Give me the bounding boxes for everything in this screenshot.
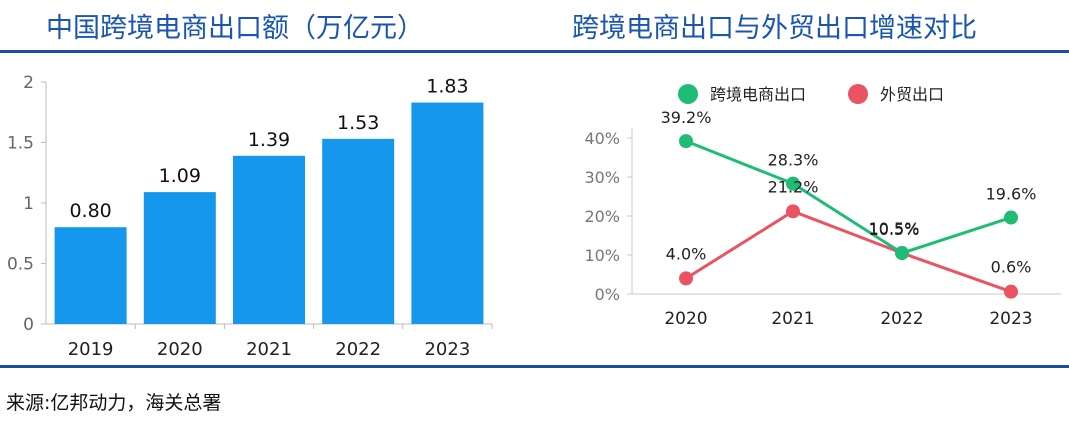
bar-chart: 0 0.5 1 1.5 2 0.80 2019 1.09 2020 1.39 2021 1.53 202…	[7, 73, 493, 360]
source-note: 来源:亿邦动力，海关总署	[6, 392, 222, 414]
y-tick-label: 0	[23, 315, 34, 335]
series-line	[685, 209, 1012, 294]
data-label: 4.0%	[666, 244, 707, 263]
y-tick-label: 0%	[595, 285, 620, 304]
x-tick-label: 2023	[989, 309, 1032, 329]
bar-value-label: 1.83	[426, 76, 468, 98]
data-label: 21.2%	[768, 177, 819, 196]
left-chart-title: 中国跨境电商出口额（万亿元）	[46, 13, 424, 44]
bar-value-label: 0.80	[69, 200, 111, 222]
bar	[54, 227, 127, 324]
legend-marker	[678, 84, 698, 104]
top-divider	[0, 50, 1069, 53]
bar	[322, 138, 395, 324]
data-point	[1004, 284, 1018, 299]
y-tick-label: 0.5	[7, 255, 34, 275]
line-chart: 0% 10% 20% 30% 40% 2020 2021 2022 2023 跨境电商出口 外贸出口…	[584, 84, 1061, 329]
data-point	[679, 271, 693, 286]
legend-label: 外贸出口	[880, 85, 944, 104]
bar-value-label: 1.53	[337, 112, 379, 134]
legend-label: 跨境电商出口	[710, 85, 806, 104]
data-label: 19.6%	[986, 185, 1037, 204]
y-tick-label: 30%	[584, 168, 620, 187]
data-point	[895, 246, 909, 261]
y-tick-label: 20%	[584, 207, 620, 226]
x-tick-label: 2019	[68, 339, 114, 360]
data-point	[786, 204, 800, 219]
data-label: 28.3%	[768, 151, 819, 170]
data-point	[786, 176, 800, 191]
legend-marker	[848, 84, 868, 104]
y-tick-label: 2	[23, 73, 34, 93]
x-tick-label: 2021	[771, 309, 814, 329]
x-tick-label: 2023	[424, 339, 470, 360]
x-tick-label: 2020	[157, 339, 203, 360]
bar	[233, 155, 305, 324]
data-label: 0.6%	[991, 258, 1032, 277]
y-tick-label: 10%	[584, 246, 620, 265]
y-tick-label: 1	[23, 194, 34, 214]
bar	[143, 192, 216, 324]
x-tick-label: 2021	[246, 339, 292, 360]
data-label: 39.2%	[661, 108, 712, 127]
bar	[411, 102, 484, 324]
y-tick-label: 40%	[584, 129, 620, 148]
series-line	[685, 139, 1012, 255]
data-point	[679, 134, 693, 149]
right-chart-title: 跨境电商出口与外贸出口增速对比	[572, 13, 977, 44]
data-label: 10.5%	[869, 219, 920, 238]
x-tick-label: 2020	[664, 309, 707, 329]
x-tick-label: 2022	[335, 339, 381, 360]
bar-value-label: 1.09	[159, 165, 201, 187]
data-point	[1004, 210, 1018, 225]
bar-value-label: 1.39	[248, 129, 290, 151]
data-label: 10.5%	[869, 220, 920, 239]
bottom-divider	[0, 365, 1069, 368]
y-tick-label: 1.5	[7, 134, 34, 154]
x-tick-label: 2022	[880, 309, 923, 329]
